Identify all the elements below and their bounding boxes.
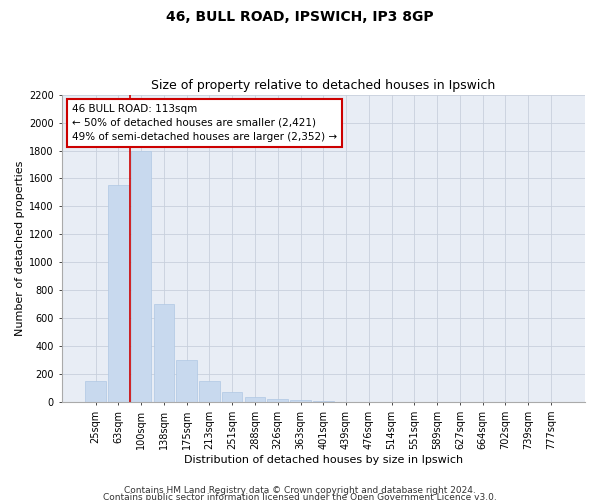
Y-axis label: Number of detached properties: Number of detached properties	[15, 160, 25, 336]
Text: 46, BULL ROAD, IPSWICH, IP3 8GP: 46, BULL ROAD, IPSWICH, IP3 8GP	[166, 10, 434, 24]
Bar	[131, 150, 151, 402]
Bar	[176, 360, 197, 403]
Text: Contains public sector information licensed under the Open Government Licence v3: Contains public sector information licen…	[103, 494, 497, 500]
Bar	[154, 304, 174, 402]
Bar	[290, 400, 311, 402]
Bar	[199, 382, 220, 402]
Text: Contains HM Land Registry data © Crown copyright and database right 2024.: Contains HM Land Registry data © Crown c…	[124, 486, 476, 495]
Bar	[313, 401, 334, 402]
Bar	[85, 382, 106, 402]
Bar	[268, 399, 288, 402]
Text: 46 BULL ROAD: 113sqm
← 50% of detached houses are smaller (2,421)
49% of semi-de: 46 BULL ROAD: 113sqm ← 50% of detached h…	[72, 104, 337, 142]
Title: Size of property relative to detached houses in Ipswich: Size of property relative to detached ho…	[151, 79, 496, 92]
Bar	[108, 186, 128, 402]
Bar	[222, 392, 242, 402]
Bar	[245, 396, 265, 402]
X-axis label: Distribution of detached houses by size in Ipswich: Distribution of detached houses by size …	[184, 455, 463, 465]
